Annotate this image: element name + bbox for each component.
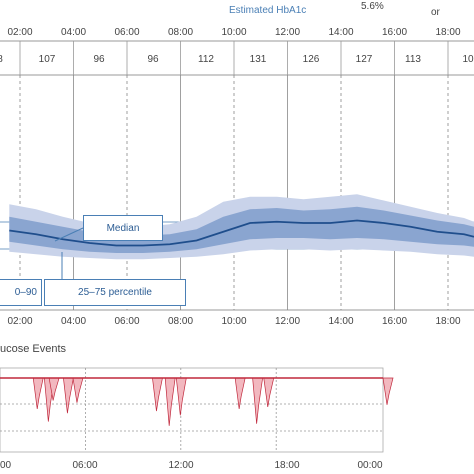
top-time-label: 06:00 — [114, 27, 139, 38]
bottom-time-label: 18:00 — [435, 316, 460, 327]
estimated-hba1c-label: Estimated HbA1c — [229, 5, 307, 16]
estimated-hba1c-value: 5.6% — [361, 1, 384, 12]
median-value-label: 8 — [0, 54, 3, 65]
glucose-profile-chart: 02:00 04:00 06:00 08:00 10:00 12:00 14:00 16:00… — [0, 27, 474, 327]
median-value-label: 127 — [356, 54, 373, 65]
median-value-label: 126 — [303, 54, 320, 65]
range-legend-label: 0–90 — [14, 287, 37, 298]
top-time-label: 04:00 — [61, 27, 86, 38]
median-line — [9, 219, 474, 247]
bottom-time-label: 10:00 — [221, 316, 246, 327]
median-value-label: 131 — [250, 54, 267, 65]
median-legend-box: Median — [83, 215, 163, 241]
glucose-event-mark — [164, 377, 176, 426]
glucose-events-title: ucose Events — [0, 343, 67, 355]
median-value-label: 107 — [39, 54, 56, 65]
top-time-label: 08:00 — [168, 27, 193, 38]
events-time-label: 12:00 — [168, 460, 193, 471]
events-time-label: 06:00 — [72, 460, 97, 471]
bottom-time-label: 06:00 — [114, 316, 139, 327]
bottom-time-label: 02:00 — [7, 316, 32, 327]
percentile-legend-box: 25–75 percentile — [44, 279, 186, 306]
glucose-event-mark — [72, 377, 84, 403]
glucose-events-chart: 00 06:00 12:00 18:00 00:00 — [0, 367, 394, 471]
top-time-label: 02:00 — [7, 27, 32, 38]
range-legend-box: 0–90 — [0, 279, 42, 306]
top-time-label: 18:00 — [435, 27, 460, 38]
median-legend-label: Median — [106, 222, 140, 234]
bottom-time-label: 14:00 — [328, 316, 353, 327]
top-time-label: 14:00 — [328, 27, 353, 38]
glucose-event-mark — [382, 377, 394, 405]
events-time-label: 00:00 — [357, 460, 382, 471]
median-value-label: 10 — [462, 54, 474, 65]
median-legend-connector — [54, 227, 84, 242]
percentile-25-75-band — [9, 206, 474, 253]
top-time-label: 12:00 — [275, 27, 300, 38]
glucose-event-mark — [152, 377, 163, 412]
bottom-time-label: 12:00 — [275, 316, 300, 327]
bottom-time-label: 04:00 — [61, 316, 86, 327]
glucose-event-mark — [252, 377, 264, 424]
top-time-label: 16:00 — [382, 27, 407, 38]
percentile-legend-label: 25–75 percentile — [78, 287, 152, 298]
events-frame — [0, 367, 384, 453]
glucose-event-mark — [263, 377, 275, 407]
glucose-event-mark — [175, 377, 187, 416]
events-time-label: 00 — [0, 460, 12, 471]
median-value-label: 96 — [147, 54, 159, 65]
glucose-event-mark — [63, 377, 74, 414]
bottom-time-label: 08:00 — [168, 316, 193, 327]
bottom-time-label: 16:00 — [382, 316, 407, 327]
top-time-label: 10:00 — [221, 27, 246, 38]
median-value-label: 113 — [405, 54, 421, 65]
events-time-label: 18:00 — [274, 460, 299, 471]
median-value-label: 96 — [93, 54, 105, 65]
median-value-label: 112 — [198, 54, 214, 65]
estimated-hba1c-or: or — [431, 7, 440, 18]
